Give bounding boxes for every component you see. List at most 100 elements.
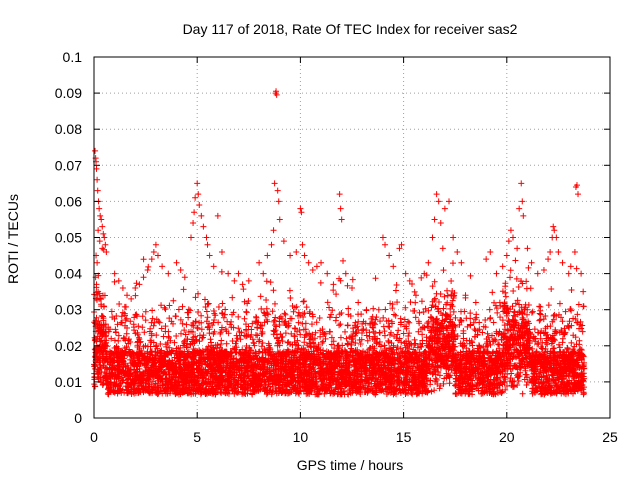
data-point bbox=[301, 310, 308, 317]
data-point bbox=[516, 301, 523, 308]
data-point bbox=[358, 371, 365, 378]
data-point bbox=[510, 287, 517, 294]
data-point bbox=[333, 291, 340, 298]
data-point bbox=[111, 278, 118, 285]
data-point bbox=[135, 323, 142, 330]
data-point bbox=[370, 324, 377, 331]
data-point bbox=[328, 334, 335, 341]
data-point bbox=[222, 306, 229, 313]
data-point bbox=[514, 297, 521, 304]
data-point bbox=[502, 386, 509, 393]
data-point bbox=[313, 319, 320, 326]
data-point bbox=[410, 346, 417, 353]
data-point bbox=[394, 299, 401, 306]
data-point bbox=[513, 275, 520, 282]
data-point bbox=[449, 260, 456, 267]
data-point bbox=[391, 311, 398, 318]
data-point bbox=[162, 323, 169, 330]
data-point bbox=[194, 325, 201, 332]
data-point bbox=[337, 334, 344, 341]
data-point bbox=[432, 295, 439, 302]
data-point bbox=[133, 280, 140, 287]
data-point bbox=[336, 322, 343, 329]
data-point bbox=[195, 309, 202, 316]
data-point bbox=[348, 345, 355, 352]
data-point bbox=[418, 298, 425, 305]
data-point bbox=[170, 297, 177, 304]
data-point bbox=[119, 319, 126, 326]
data-point bbox=[295, 319, 302, 326]
data-point bbox=[349, 276, 356, 283]
data-point bbox=[281, 310, 288, 317]
data-point bbox=[360, 326, 367, 333]
data-point bbox=[444, 287, 451, 294]
data-point bbox=[157, 341, 164, 348]
data-point bbox=[322, 335, 329, 342]
data-point bbox=[364, 337, 371, 344]
data-point bbox=[519, 390, 526, 397]
data-point bbox=[489, 289, 496, 296]
data-point bbox=[452, 382, 459, 389]
data-point bbox=[115, 337, 122, 344]
data-point bbox=[300, 314, 307, 321]
data-point bbox=[373, 340, 380, 347]
data-point bbox=[136, 379, 143, 386]
data-point bbox=[337, 321, 344, 328]
data-point bbox=[561, 325, 568, 332]
data-point bbox=[237, 336, 244, 343]
data-point bbox=[204, 314, 211, 321]
data-point bbox=[241, 315, 248, 322]
data-point bbox=[235, 325, 242, 332]
data-point bbox=[132, 292, 139, 299]
data-point bbox=[545, 302, 552, 309]
data-point bbox=[166, 344, 173, 351]
data-point bbox=[507, 374, 514, 381]
data-point bbox=[203, 308, 210, 315]
data-point bbox=[487, 341, 494, 348]
data-point bbox=[531, 326, 538, 333]
data-point bbox=[166, 315, 173, 322]
data-point bbox=[395, 327, 402, 334]
data-point bbox=[183, 321, 190, 328]
data-point bbox=[489, 332, 496, 339]
data-point bbox=[168, 318, 175, 325]
data-point bbox=[287, 294, 294, 301]
data-point bbox=[153, 342, 160, 349]
x-axis-label: GPS time / hours bbox=[297, 457, 404, 473]
data-point bbox=[270, 287, 277, 294]
data-point bbox=[508, 370, 515, 377]
data-point bbox=[301, 339, 308, 346]
data-point bbox=[297, 384, 304, 391]
data-point bbox=[166, 302, 173, 309]
data-point bbox=[243, 309, 250, 316]
data-point bbox=[312, 329, 319, 336]
data-point bbox=[123, 315, 130, 322]
data-point bbox=[502, 293, 509, 300]
data-point bbox=[205, 300, 212, 307]
data-point bbox=[173, 332, 180, 339]
data-point bbox=[179, 303, 186, 310]
data-point bbox=[562, 308, 569, 315]
data-point bbox=[192, 294, 199, 301]
data-point bbox=[265, 311, 272, 318]
data-point bbox=[139, 313, 146, 320]
data-point bbox=[436, 372, 443, 379]
data-point bbox=[286, 287, 293, 294]
data-point bbox=[142, 317, 149, 324]
data-point bbox=[309, 311, 316, 318]
data-point bbox=[131, 314, 138, 321]
data-point bbox=[220, 314, 227, 321]
data-point bbox=[512, 300, 519, 307]
data-point bbox=[328, 341, 335, 348]
data-point bbox=[575, 301, 582, 308]
data-point bbox=[185, 314, 192, 321]
data-point bbox=[418, 343, 425, 350]
data-point bbox=[239, 346, 246, 353]
y-axis-label: ROTI / TECUs bbox=[5, 194, 21, 284]
data-point bbox=[282, 330, 289, 337]
data-point bbox=[484, 330, 491, 337]
data-point bbox=[115, 332, 122, 339]
